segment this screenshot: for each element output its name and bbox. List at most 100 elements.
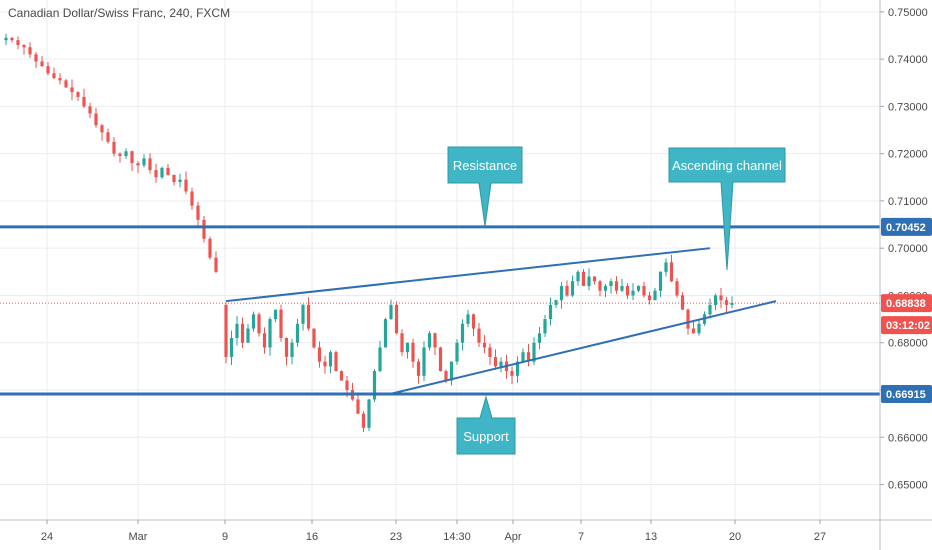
- callout-shape: [456, 395, 516, 455]
- candle-body: [290, 342, 294, 357]
- callout-label: Ascending channel: [672, 158, 782, 173]
- candle-body: [587, 276, 591, 286]
- candle-body: [510, 371, 514, 376]
- candle-body: [262, 333, 267, 348]
- candle-body: [284, 338, 289, 357]
- candle-body: [214, 257, 218, 272]
- candle-body: [675, 281, 679, 296]
- candle-body: [172, 174, 176, 182]
- candle-body: [224, 304, 228, 357]
- grid-lines: [0, 0, 880, 520]
- candle-body: [136, 163, 140, 166]
- candle-body: [603, 286, 608, 291]
- x-tick-label: 27: [814, 531, 826, 543]
- price-tag-label: 0.70452: [886, 222, 926, 234]
- candle-body: [554, 300, 558, 305]
- candle-body: [642, 286, 646, 296]
- x-tick-label: 14:30: [443, 531, 471, 543]
- candle-body: [686, 309, 690, 329]
- candle-body: [460, 323, 465, 343]
- candle-body: [64, 80, 68, 88]
- candle-body: [438, 347, 443, 372]
- candle-body: [160, 167, 164, 178]
- candle-body: [515, 361, 520, 376]
- candle-body: [339, 371, 344, 381]
- candle-body: [636, 286, 641, 291]
- candle-body: [112, 141, 116, 154]
- channel-upper-line: [225, 247, 711, 303]
- candle-body: [482, 342, 487, 348]
- candle-body: [361, 413, 366, 428]
- candle-body: [521, 352, 525, 362]
- candle-body: [82, 96, 86, 107]
- candle-body: [334, 352, 338, 372]
- price-tag-label: 03:12:02: [886, 320, 930, 332]
- candle-body: [208, 238, 212, 258]
- price-tag: 0.68838: [881, 294, 932, 313]
- candle-body: [455, 342, 459, 362]
- candle-body: [658, 271, 663, 291]
- candle-body: [202, 219, 206, 239]
- candle-body: [466, 314, 470, 324]
- callout-label: Support: [463, 429, 509, 444]
- candle-body: [295, 323, 300, 343]
- candle-body: [301, 304, 305, 324]
- callout: Support: [456, 395, 516, 455]
- x-tick-label: 24: [41, 531, 53, 543]
- candle-body: [653, 290, 657, 301]
- y-tick-label: 0.73000: [888, 101, 928, 113]
- candle-body: [100, 125, 104, 133]
- candle-body: [372, 371, 377, 400]
- price-tag-box: [881, 217, 932, 236]
- candle-body: [58, 78, 62, 81]
- x-tick-label: Apr: [504, 531, 521, 543]
- price-tag-label: 0.66915: [886, 389, 926, 401]
- candle-body: [142, 158, 146, 166]
- candle-body: [154, 170, 158, 178]
- candle-body: [625, 286, 630, 296]
- x-tick-label: 13: [645, 531, 657, 543]
- price-tag: 0.66915: [881, 385, 932, 404]
- candle-body: [312, 328, 316, 348]
- callout: Ascending channel: [668, 147, 786, 271]
- candle-body: [471, 314, 476, 329]
- candle-body: [273, 309, 278, 320]
- candle-body: [52, 73, 56, 78]
- x-tick-label: Mar: [129, 531, 148, 543]
- candle-body: [416, 361, 421, 376]
- candle-body: [106, 132, 110, 142]
- candle-body: [724, 300, 729, 305]
- y-tick-label: 0.72000: [888, 149, 928, 161]
- y-tick-label: 0.74000: [888, 54, 928, 66]
- candle-body: [367, 399, 371, 428]
- candle-body: [184, 179, 188, 192]
- price-tag: 03:12:02: [881, 316, 932, 335]
- candle-body: [196, 205, 200, 220]
- candle-body: [647, 295, 652, 301]
- callout: Resistance: [447, 146, 523, 227]
- candle-body: [609, 281, 613, 286]
- x-tick-label: 20: [729, 531, 741, 543]
- candle-body: [433, 333, 437, 348]
- candle-body: [279, 309, 283, 338]
- x-tick-label: 23: [390, 531, 402, 543]
- candle-body: [10, 37, 14, 41]
- candle-body: [614, 281, 619, 291]
- candle-body: [323, 361, 327, 367]
- candle-body: [488, 347, 492, 357]
- price-tag-box: [881, 316, 932, 335]
- candle-body: [427, 333, 432, 348]
- candle-body: [240, 323, 245, 343]
- candle-body: [499, 361, 503, 367]
- annotations: Resistance Ascending channel Support: [0, 146, 880, 455]
- callout-shape: [668, 147, 786, 271]
- candle-body: [345, 380, 349, 390]
- candle-body: [328, 352, 333, 367]
- candle-body: [581, 271, 586, 286]
- candle-body: [708, 304, 712, 315]
- candle-body: [356, 399, 360, 414]
- candle-body: [400, 333, 404, 353]
- candle-body: [178, 179, 182, 182]
- y-tick-label: 0.75000: [888, 7, 928, 19]
